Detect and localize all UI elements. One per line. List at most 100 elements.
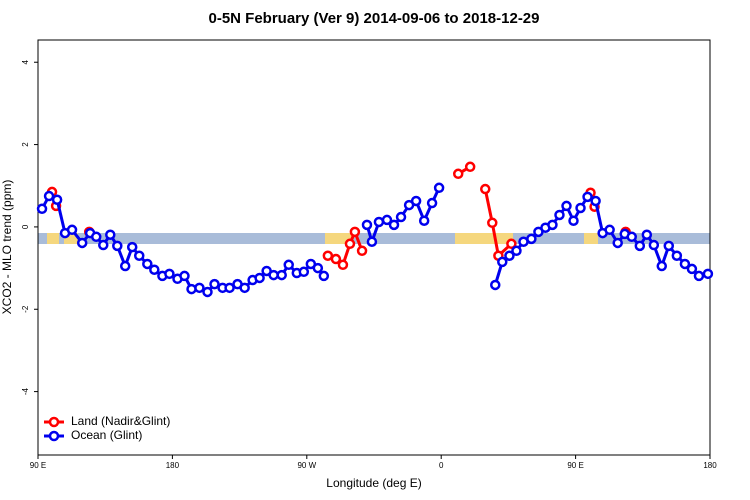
data-point [433,182,445,194]
data-point [464,161,476,173]
legend-marker [48,430,60,442]
data-point [149,264,160,275]
data-point [418,215,430,226]
y-axis-label: XCO2 - MLO trend (ppm) [0,180,14,315]
x-tick-label: 180 [703,461,717,470]
data-point [194,282,205,294]
legend-label: Ocean (Glint) [71,428,142,442]
data-point [410,195,422,207]
data-point [126,241,138,253]
data-point [330,253,342,265]
data-point [373,216,385,228]
data-point [582,191,593,203]
data-point [66,224,78,236]
series-line [483,188,513,259]
data-point [656,260,668,272]
data-point [497,256,508,268]
data-point [366,236,378,247]
data-point [76,237,88,249]
data-point [381,214,393,226]
data-point [361,219,373,231]
land-band [455,233,513,244]
x-tick-label: 90 E [567,461,583,470]
data-point [554,209,565,221]
data-point [526,233,537,245]
data-point [626,231,637,243]
data-point [480,183,491,195]
data-point [648,239,660,251]
data-point [98,239,109,251]
data-point [239,282,250,294]
data-point [634,240,646,252]
land-band [47,233,59,244]
data-point [547,219,558,231]
data-point [395,211,407,223]
y-tick-label: -4 [21,387,30,395]
data-point [322,250,334,261]
data-point [202,286,213,298]
y-tick-label: 2 [21,142,30,147]
data-point [511,245,522,257]
data-point [575,202,586,214]
data-point [344,238,356,250]
data-point [612,237,623,249]
data-point [604,224,615,236]
data-point [142,258,153,270]
data-point [186,283,197,295]
data-point [426,197,438,209]
y-tick-label: -2 [21,305,30,313]
data-point [452,168,464,180]
data-point [506,238,517,250]
land-band [325,233,353,244]
x-tick-label: 90 W [297,461,316,470]
data-point [283,259,294,271]
data-point [43,190,55,202]
data-point [164,268,175,280]
x-tick-label: 90 E [30,461,46,470]
data-point [641,229,653,240]
data-point [36,203,48,215]
data-point [90,231,102,243]
data-point [254,272,265,284]
data-point [663,240,675,252]
y-tick-label: 0 [21,224,30,229]
data-point [224,282,235,294]
data-point [693,270,705,282]
data-point [702,268,714,280]
data-point [349,226,361,238]
plot-frame [37,39,711,456]
data-point [51,194,63,205]
data-point [209,278,220,290]
x-tick-label: 0 [439,461,444,470]
data-point [686,263,698,275]
data-point [276,269,287,281]
data-point [590,195,601,207]
data-point [388,219,400,231]
data-point [504,250,515,261]
legend-label: Land (Nadir&Glint) [71,414,170,428]
data-point [337,259,349,271]
data-point [119,260,131,272]
data-point [671,250,683,261]
data-point [133,250,145,261]
x-tick-label: 180 [166,461,180,470]
data-point [487,217,498,229]
data-point [312,262,324,274]
y-tick-label: 4 [21,59,30,64]
data-point [105,229,116,240]
x-axis-label: Longitude (deg E) [326,476,421,490]
land-band [64,233,78,244]
chart-title: 0-5N February (Ver 9) 2014-09-06 to 2018… [208,10,539,27]
data-point [679,258,691,270]
land-band [584,233,598,244]
data-point [298,266,310,278]
data-point [568,215,579,226]
data-point [112,240,123,252]
data-point [179,270,190,282]
legend-marker [48,416,60,428]
data-point [356,245,368,257]
data-point [561,200,572,212]
data-point [490,279,501,291]
data-point [268,269,279,281]
